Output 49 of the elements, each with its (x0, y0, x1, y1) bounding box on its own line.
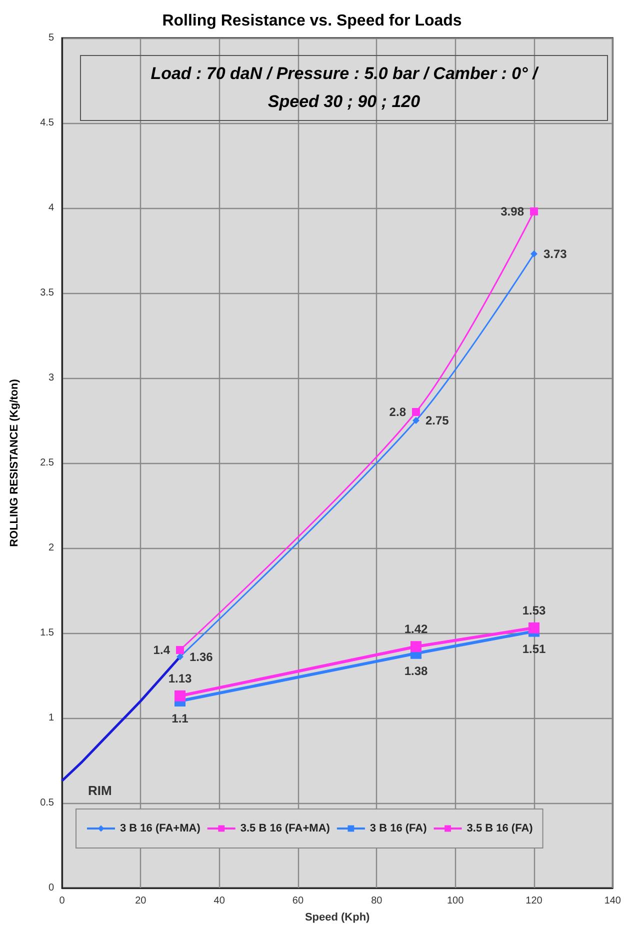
point (412, 417, 420, 424)
x-tick-label: 140 (604, 896, 622, 906)
x-axis-title: Speed (Kph) (304, 912, 370, 924)
y-tick-label: 5 (48, 32, 54, 44)
x-tick-label: 80 (371, 896, 383, 906)
x-tick-label: 120 (526, 896, 543, 906)
y-tick-label: 4.5 (40, 118, 54, 128)
y-tick-label: 1 (48, 712, 54, 724)
data-label: 1.53 (522, 603, 546, 618)
y-axis-title: ROLLING RESISTANCE (Kg/ton) (8, 378, 20, 547)
y-tick-label: 2 (48, 542, 54, 554)
point (174, 690, 186, 702)
legend-label: 3.5 B 16 (FA+MA) (240, 822, 330, 834)
data-label: 3.98 (500, 204, 524, 218)
data-label: 1.4 (153, 643, 170, 657)
x-tick-label: 20 (135, 896, 147, 906)
data-label: 1.38 (404, 664, 428, 678)
point (530, 207, 538, 216)
legend-label: 3.5 B 16 (FA) (466, 822, 534, 834)
legend-label: 3 B 16 (FA) (370, 822, 428, 834)
y-tick-label: 1.5 (40, 628, 54, 638)
annotation: RIM (88, 783, 112, 798)
y-tick-label: 0 (48, 882, 54, 894)
x-tick-label: 0 (59, 896, 66, 906)
x-tick-label: 40 (214, 896, 226, 906)
point (530, 250, 538, 258)
data-label: 1.42 (404, 622, 428, 636)
data-label: 2.75 (425, 414, 450, 428)
data-label: 1.13 (168, 671, 192, 686)
data-label: 3.73 (543, 246, 568, 261)
y-tick-label: 2.5 (40, 458, 54, 468)
y-tick-label: 4 (48, 202, 54, 214)
data-label: 1.36 (190, 650, 214, 664)
data-label: 2.8 (389, 405, 406, 419)
x-tick-label: 60 (292, 896, 304, 906)
y-tick-label: 3.5 (40, 288, 54, 298)
y-tick-label: 3 (48, 372, 54, 384)
y-tick-label: 0.5 (40, 798, 54, 808)
legend-label: 3 B 16 (FA+MA) (120, 822, 201, 834)
chart-title: Rolling Resistance vs. Speed for Loads (162, 12, 462, 30)
x-tick-label: 100 (446, 896, 464, 906)
data-label: 1.1 (172, 712, 189, 726)
point (412, 408, 420, 416)
point (176, 646, 184, 654)
point (176, 653, 184, 660)
point (528, 622, 540, 634)
annotation: Load : 70 daN / Pressure : 5.0 bar / Camber : 0° / Speed 30 ; 90 ; 120 (80, 55, 608, 121)
data-label: 1.51 (522, 642, 546, 656)
point (410, 641, 422, 652)
